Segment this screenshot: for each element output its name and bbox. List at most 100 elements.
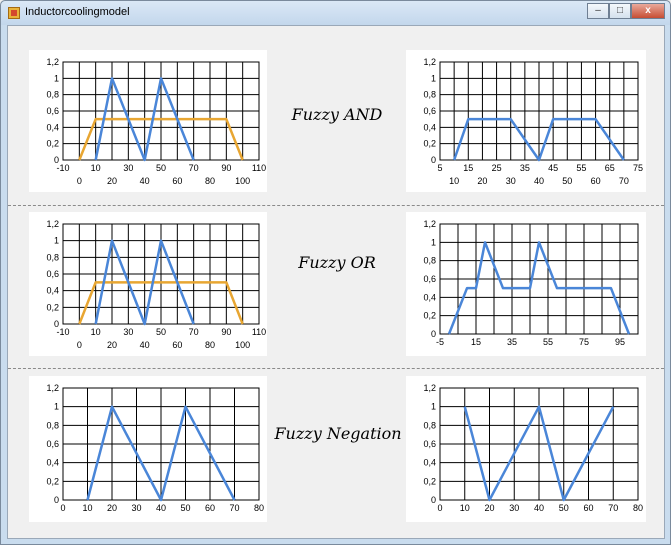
x-tick-label: 30 — [123, 327, 133, 337]
y-tick-label: 0,6 — [423, 439, 436, 449]
x-tick-label: 10 — [91, 327, 101, 337]
x-tick-label: 80 — [205, 340, 215, 350]
x-tick-label: 15 — [463, 163, 473, 173]
y-tick-label: 0 — [431, 155, 436, 165]
x-tick-label: 0 — [77, 176, 82, 186]
x-tick-label: 15 — [471, 337, 481, 347]
y-tick-label: 0,2 — [423, 311, 436, 321]
x-tick-label: 75 — [579, 337, 589, 347]
label-fuzzy-negation: Fuzzy Negation — [274, 424, 402, 443]
x-tick-label: 80 — [633, 503, 643, 513]
y-tick-label: 0,2 — [46, 302, 59, 312]
x-tick-label: 60 — [205, 503, 215, 513]
x-tick-label: 100 — [235, 340, 250, 350]
x-tick-label: 50 — [559, 503, 569, 513]
x-tick-label: 65 — [605, 163, 615, 173]
x-tick-label: 40 — [534, 176, 544, 186]
y-tick-label: 0 — [54, 155, 59, 165]
series-line-0 — [78, 117, 244, 161]
y-tick-label: 0,2 — [46, 476, 59, 486]
title-bar[interactable]: Inductorcoolingmodel – □ x — [1, 1, 670, 25]
x-tick-label: 75 — [633, 163, 643, 173]
x-tick-label: 0 — [60, 503, 65, 513]
chart-and-input: 0 0,2 0,4 0,6 0,8 1 1,2 -10 10 30 50 70 90 110 0 20 40 60… — [29, 50, 267, 192]
x-tick-label: 50 — [156, 327, 166, 337]
x-tick-label: 0 — [77, 340, 82, 350]
chart-negation-output: 0 0,2 0,4 0,6 0,8 1 1,2 0 10 20 30 40 50 60 70 80 — [406, 376, 646, 522]
y-tick-label: 1 — [431, 73, 436, 83]
chart-and-output: 0 0,2 0,4 0,6 0,8 1 1,2 5 15 25 35 45 55 65 75 10 20 30 40… — [406, 50, 646, 192]
y-tick-label: 0,4 — [46, 122, 59, 132]
y-tick-label: 0,8 — [423, 90, 436, 100]
x-tick-label: 30 — [506, 176, 516, 186]
x-tick-label: 35 — [520, 163, 530, 173]
x-tick-label: 10 — [91, 163, 101, 173]
x-tick-label: 60 — [172, 340, 182, 350]
window-title: Inductorcoolingmodel — [25, 6, 130, 18]
x-tick-label: 55 — [576, 163, 586, 173]
x-tick-label: 20 — [107, 176, 117, 186]
maximize-button[interactable]: □ — [609, 3, 631, 19]
client-area: 0 0,2 0,4 0,6 0,8 1 1,2 -10 10 30 50 70 90 110 0 20 40 60… — [7, 25, 665, 539]
y-tick-label: 1,2 — [423, 383, 436, 393]
y-tick-label: 0,6 — [46, 269, 59, 279]
x-tick-label: 40 — [534, 503, 544, 513]
series-line-0 — [78, 281, 244, 325]
x-tick-label: 70 — [608, 503, 618, 513]
plot-frame — [62, 61, 260, 161]
y-tick-label: 1,2 — [46, 219, 59, 229]
y-tick-label: 0,4 — [423, 458, 436, 468]
x-tick-label: 20 — [107, 503, 117, 513]
app-icon — [8, 7, 20, 19]
y-tick-label: 0 — [431, 329, 436, 339]
chart-svg: 0 0,2 0,4 0,6 0,8 1 1,2 -10 10 30 50 70 90 110 0 20 40 60… — [46, 57, 266, 186]
series-line-0 — [452, 117, 625, 162]
x-tick-label: 50 — [562, 176, 572, 186]
series-line-0 — [86, 405, 236, 502]
x-tick-label: 10 — [460, 503, 470, 513]
y-tick-label: 1 — [54, 236, 59, 246]
y-tick-label: 0,4 — [46, 286, 59, 296]
x-tick-label: 80 — [254, 503, 264, 513]
x-tick-label: 100 — [235, 176, 250, 186]
x-tick-label: 50 — [156, 163, 166, 173]
y-tick-label: 0,6 — [46, 106, 59, 116]
x-tick-label: 40 — [156, 503, 166, 513]
plot-frame — [439, 223, 639, 335]
chart-svg: 0 0,2 0,4 0,6 0,8 1 1,2 -10 10 30 50 70 90 110 0 20 40 60… — [46, 219, 266, 350]
chart-negation-input: 0 0,2 0,4 0,6 0,8 1 1,2 0 10 20 30 40 50 60 70 80 — [29, 376, 267, 522]
x-tick-label: 50 — [180, 503, 190, 513]
y-tick-label: 0,8 — [423, 256, 436, 266]
chart-svg: 0 0,2 0,4 0,6 0,8 1 1,2 0 10 20 30 40 50 60 70 80 — [46, 383, 264, 513]
y-tick-label: 0 — [54, 319, 59, 329]
x-tick-label: 0 — [437, 503, 442, 513]
y-tick-label: 1,2 — [46, 383, 59, 393]
x-tick-label: -10 — [56, 327, 69, 337]
plot-frame — [62, 223, 260, 325]
y-tick-label: 0 — [431, 495, 436, 505]
close-button[interactable]: x — [631, 3, 665, 19]
y-tick-label: 0,2 — [46, 139, 59, 149]
x-tick-label: 70 — [619, 176, 629, 186]
series-line-0 — [447, 241, 631, 335]
y-tick-label: 0,4 — [46, 458, 59, 468]
series-line-1 — [94, 77, 195, 162]
separator-1 — [8, 205, 664, 206]
minimize-button[interactable]: – — [587, 3, 609, 19]
x-tick-label: 5 — [437, 163, 442, 173]
x-tick-label: 40 — [140, 176, 150, 186]
x-tick-label: 90 — [221, 163, 231, 173]
x-tick-label: -5 — [436, 337, 444, 347]
y-tick-label: 1 — [54, 73, 59, 83]
y-tick-label: 1,2 — [423, 57, 436, 67]
chart-svg: 0 0,2 0,4 0,6 0,8 1 1,2 0 10 20 30 40 50 60 70 80 — [423, 383, 643, 513]
x-tick-label: 90 — [221, 327, 231, 337]
y-tick-label: 0 — [54, 495, 59, 505]
x-tick-label: 70 — [229, 503, 239, 513]
y-tick-label: 0,6 — [423, 106, 436, 116]
x-tick-label: 20 — [484, 503, 494, 513]
x-tick-label: 30 — [131, 503, 141, 513]
x-tick-label: 20 — [477, 176, 487, 186]
y-tick-label: 1 — [431, 237, 436, 247]
